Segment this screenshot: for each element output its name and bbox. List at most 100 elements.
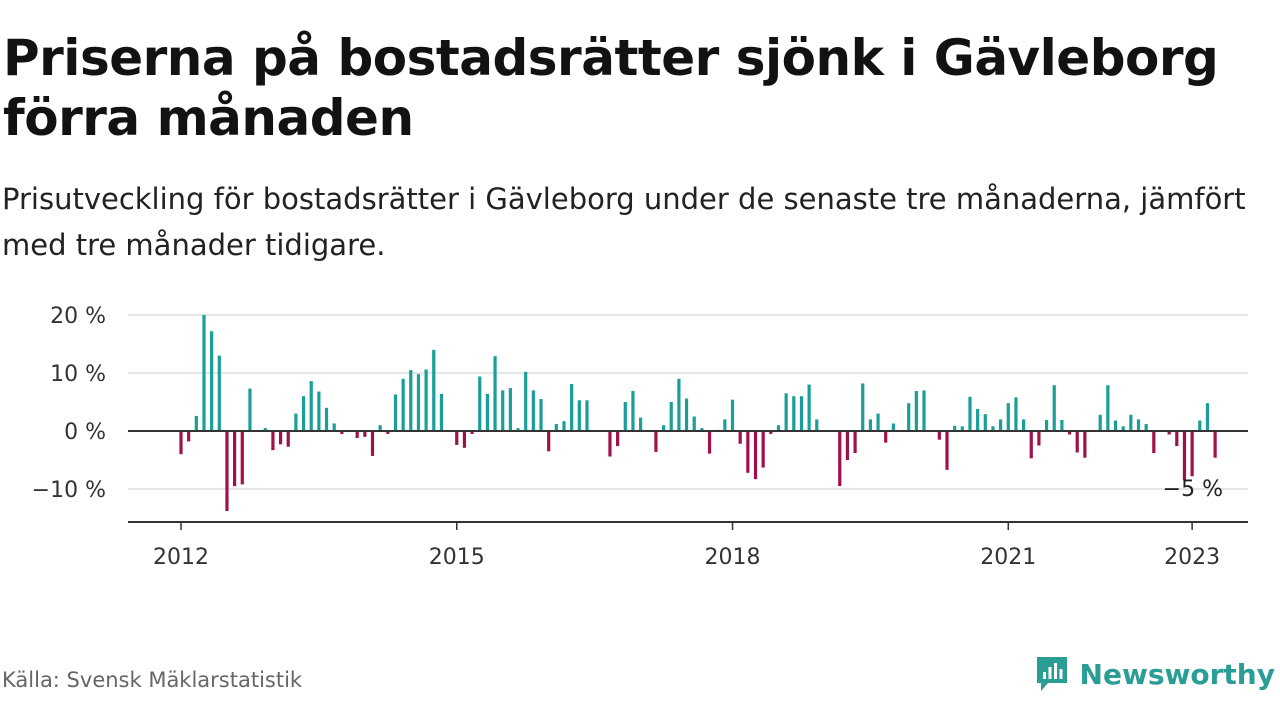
bar: [815, 419, 819, 431]
bar: [1213, 431, 1217, 458]
bar: [639, 417, 643, 431]
bar: [432, 349, 436, 431]
bar: [1075, 431, 1079, 453]
bar: [616, 431, 620, 447]
bar: [1014, 397, 1018, 431]
bar: [217, 355, 221, 431]
bar: [769, 431, 773, 434]
bar: [309, 381, 313, 431]
bar: [233, 431, 237, 487]
bar: [439, 393, 444, 431]
bar: [585, 400, 589, 431]
bar: [470, 431, 474, 434]
page-subtitle: Prisutveckling för bostadsrätter i Gävle…: [2, 182, 1246, 262]
bar: [746, 431, 750, 473]
bar: [761, 431, 765, 468]
bar: [378, 425, 382, 431]
bar: [1098, 414, 1102, 431]
y-tick-label: 0 %: [64, 420, 106, 445]
bar: [1113, 420, 1118, 431]
bar: [485, 393, 489, 431]
bar: [240, 431, 244, 485]
bar: [1190, 431, 1194, 477]
chart-bars: [179, 315, 1217, 512]
bar: [179, 431, 183, 455]
bar: [1052, 385, 1056, 431]
bar: [332, 423, 336, 431]
bar: [608, 431, 612, 457]
bar-chart: 20 % 10 % 0 % −10 % 2012 2015 2018 2021 2023 −5 %: [32, 304, 1248, 570]
bar: [462, 431, 467, 448]
bar: [692, 416, 696, 431]
x-tick-label: 2018: [705, 545, 761, 570]
brand-logo[interactable]: Newsworthy: [1034, 652, 1275, 696]
bar: [914, 390, 918, 431]
x-tick-label: 2021: [980, 545, 1036, 570]
bar: [792, 396, 796, 431]
bar: [271, 431, 275, 451]
bar: [631, 390, 635, 431]
bar: [547, 431, 551, 452]
bar: [409, 370, 413, 431]
bar: [501, 390, 505, 431]
bar: [700, 428, 704, 431]
bar: [1136, 419, 1141, 431]
bar: [868, 419, 872, 431]
newsworthy-logo-icon: [1036, 657, 1067, 691]
bar: [776, 425, 781, 431]
bar: [1037, 431, 1041, 446]
bar: [983, 414, 987, 431]
bar: [784, 393, 788, 431]
bar: [669, 402, 673, 431]
bar: [317, 391, 321, 431]
y-tick-label: −10 %: [32, 478, 106, 503]
bar: [730, 399, 735, 431]
bar: [263, 428, 267, 431]
bar: [861, 383, 865, 431]
bar: [884, 431, 888, 443]
bar: [845, 431, 850, 460]
page-title: Priserna på bostadsrätter sjönk i Gävleb…: [3, 29, 1219, 147]
bar: [937, 431, 941, 440]
bar: [202, 315, 206, 431]
last-value-annotation: −5 %: [1163, 477, 1223, 502]
bar: [554, 424, 558, 431]
bar: [976, 408, 980, 431]
bar: [838, 431, 842, 487]
bar: [661, 425, 666, 431]
bar: [654, 431, 658, 452]
bar: [562, 421, 566, 431]
bar: [393, 394, 398, 431]
bar: [516, 428, 520, 431]
bar: [723, 419, 727, 431]
bar: [370, 431, 375, 456]
bar: [401, 378, 405, 431]
bar: [799, 396, 804, 431]
bar: [1060, 419, 1064, 431]
source-note: Källa: Svensk Mäklarstatistik: [2, 668, 303, 692]
x-tick-label: 2015: [429, 545, 485, 570]
bar: [960, 426, 964, 431]
bar: [945, 431, 949, 470]
brand-name: Newsworthy: [1079, 657, 1275, 691]
bar: [301, 396, 306, 431]
bar: [999, 419, 1003, 431]
bar: [531, 390, 535, 431]
bar: [1167, 431, 1171, 435]
bar: [1121, 426, 1125, 431]
bar: [363, 431, 367, 437]
bar: [225, 431, 229, 512]
bar: [753, 431, 758, 480]
y-tick-label: 20 %: [50, 304, 106, 329]
bar: [738, 431, 742, 444]
bar: [340, 431, 344, 434]
bar: [1205, 403, 1210, 431]
bar: [386, 431, 390, 434]
bar: [1144, 424, 1148, 431]
bar: [187, 431, 191, 442]
bar: [539, 399, 543, 431]
bar: [1022, 419, 1026, 431]
bar: [424, 369, 428, 431]
bar: [294, 413, 298, 431]
bar: [1198, 420, 1202, 431]
